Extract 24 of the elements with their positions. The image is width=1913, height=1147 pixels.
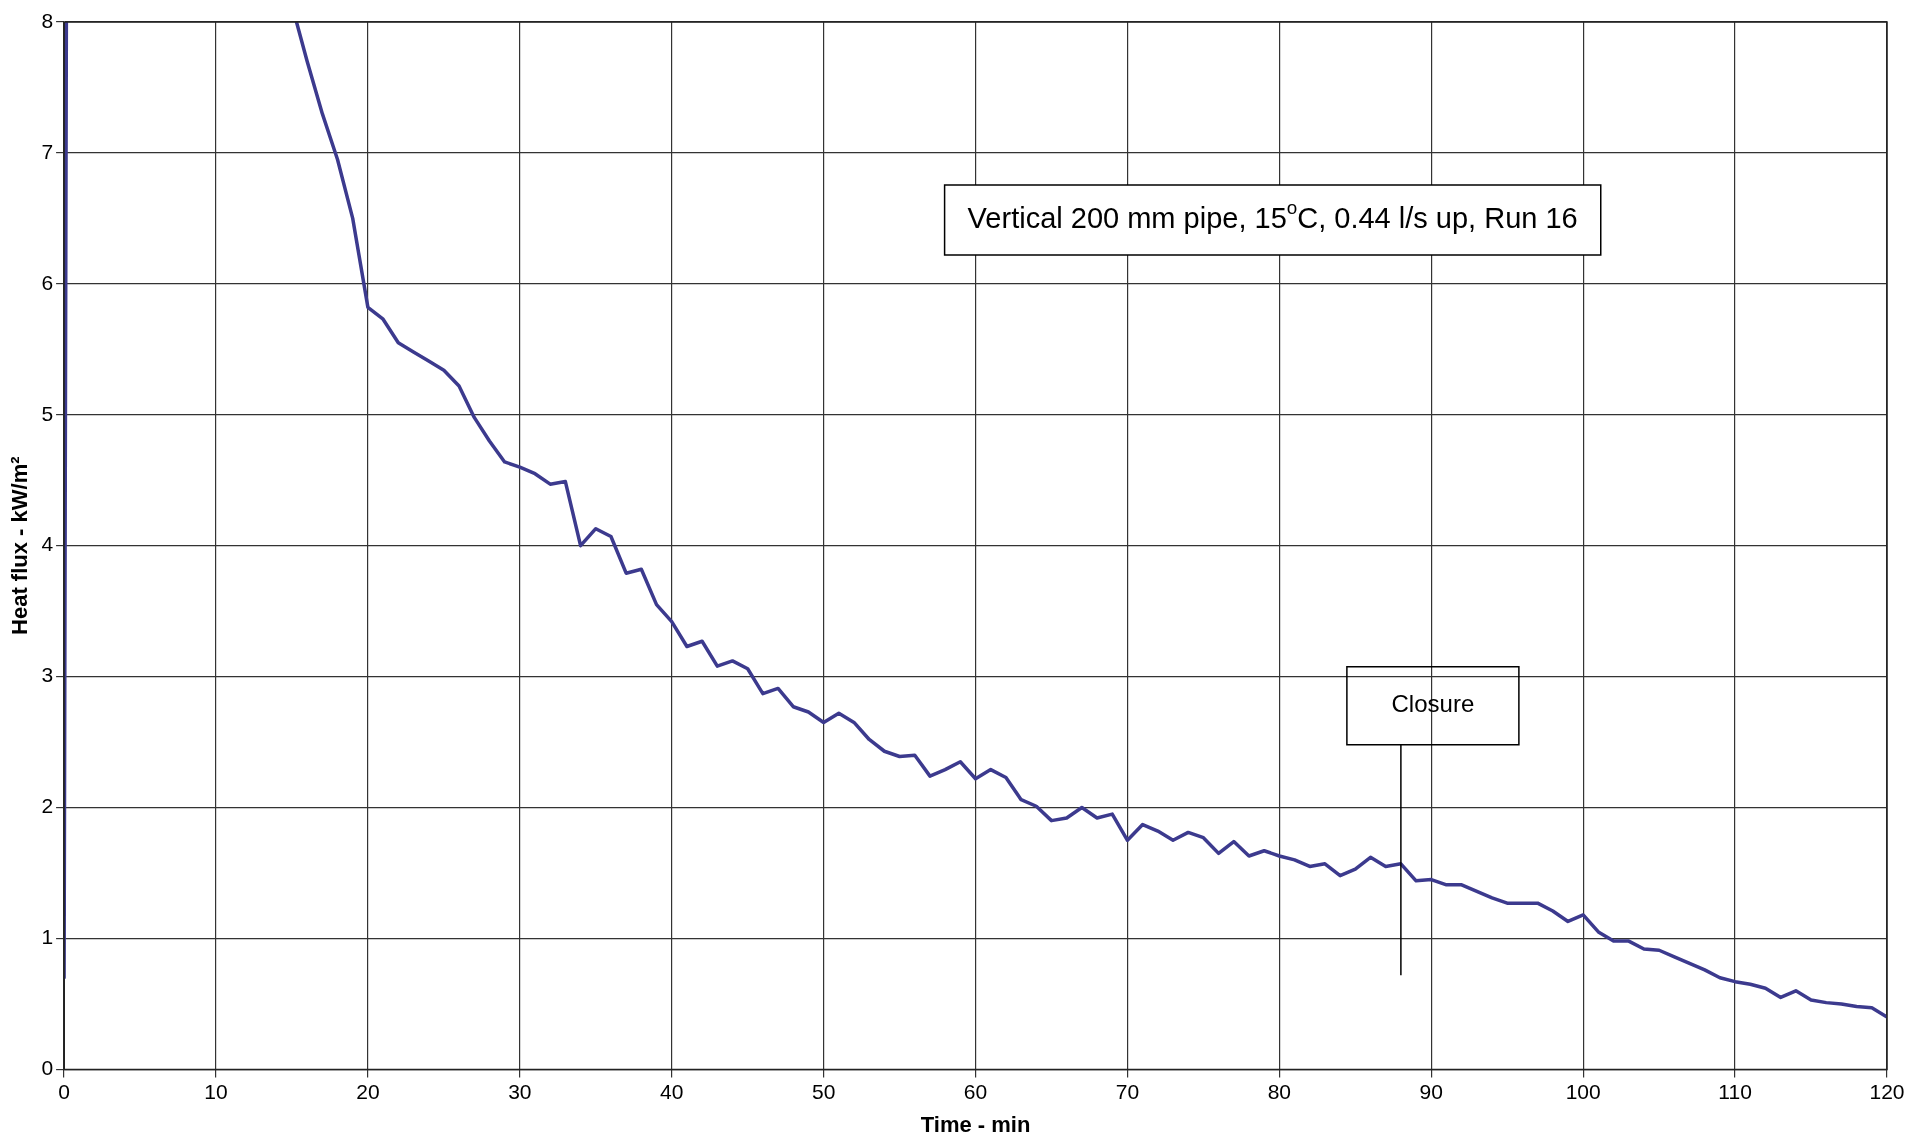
x-tick-label: 110 — [1718, 1079, 1752, 1103]
y-tick-label: 7 — [41, 139, 54, 163]
x-tick-label: 90 — [1419, 1079, 1443, 1103]
y-tick-label: 1 — [41, 925, 54, 949]
x-tick-label: 60 — [963, 1079, 988, 1103]
x-axis-title: Time - min — [920, 1111, 1031, 1137]
y-tick-label: 6 — [41, 270, 54, 294]
x-tick-label: 40 — [660, 1079, 684, 1103]
y-tick-label: 5 — [41, 401, 54, 425]
x-tick-label: 50 — [811, 1079, 836, 1103]
y-tick-label: 0 — [41, 1056, 54, 1080]
x-tick-label: 10 — [204, 1079, 228, 1103]
y-tick-label: 8 — [41, 8, 54, 32]
y-tick-label: 3 — [41, 663, 54, 687]
x-tick-label: 0 — [58, 1079, 70, 1103]
x-tick-label: 70 — [1115, 1079, 1140, 1103]
x-tick-label: 100 — [1565, 1079, 1601, 1103]
y-axis-title: Heat flux - kW/m² — [7, 456, 33, 635]
x-tick-label: 80 — [1267, 1079, 1292, 1103]
y-tick-label: 4 — [41, 532, 54, 556]
x-tick-label: 120 — [1869, 1079, 1905, 1103]
y-tick-label: 2 — [41, 794, 54, 818]
x-tick-label: 30 — [508, 1079, 532, 1103]
x-tick-label: 20 — [356, 1079, 380, 1103]
